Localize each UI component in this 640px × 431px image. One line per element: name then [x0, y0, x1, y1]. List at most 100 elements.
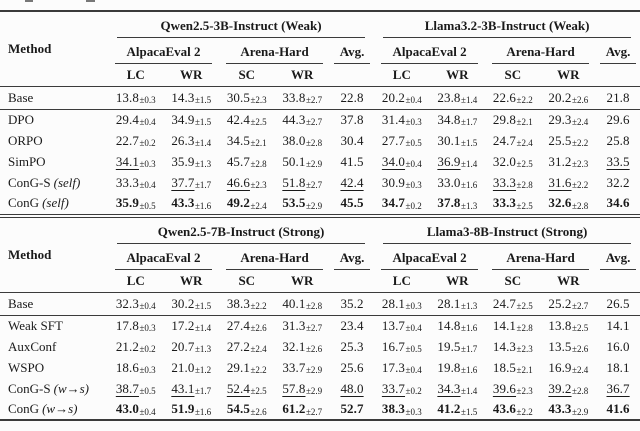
value-cell: 52.7: [330, 399, 374, 420]
value-cell: 30.1±1.5: [430, 130, 486, 151]
value-cell: 41.5: [330, 151, 374, 172]
std-dev: ±1.4: [461, 386, 478, 396]
benchmark-header: AlpacaEval 2: [108, 244, 219, 270]
std-dev: ±2.8: [572, 200, 589, 211]
metric-value: 17.2: [171, 317, 195, 333]
value-cell: 25.5±2.2: [541, 130, 597, 151]
metric-value: 40.1: [282, 295, 306, 311]
metric-header-empty: [330, 64, 374, 86]
value-cell: 51.8±2.7: [275, 172, 331, 193]
value-cell: 14.1±2.8: [485, 315, 541, 336]
method-name: ConG (self): [0, 193, 108, 214]
metric-value: 35.2: [340, 295, 364, 311]
value-cell: 43.6±2.2: [485, 399, 541, 420]
metric-header-empty: [596, 64, 640, 86]
std-dev: ±2.5: [250, 117, 267, 128]
metric-value: 33.0: [437, 174, 461, 190]
value-cell: 23.4: [330, 315, 374, 336]
std-dev: ±2.9: [305, 200, 323, 211]
avg-header: Avg.: [330, 38, 374, 64]
value-cell: 32.0±2.5: [485, 151, 541, 172]
value-cell: 21.0±1.2: [164, 357, 220, 378]
value-cell: 22.8: [330, 86, 374, 109]
method-name: ORPO: [0, 130, 108, 151]
metric-value: 54.5: [226, 401, 250, 416]
metric-value: 22.8: [340, 89, 364, 105]
benchmark-header: AlpacaEval 2: [374, 38, 485, 64]
std-dev: ±2.1: [250, 138, 267, 148]
method-label: Base: [8, 89, 34, 105]
value-cell: 25.3: [330, 336, 374, 357]
method-name: Base: [0, 86, 108, 109]
std-dev: ±2.7: [305, 323, 323, 334]
value-cell: 16.7±0.5: [374, 336, 430, 357]
std-dev: ±1.5: [194, 95, 212, 105]
metric-value: 23.8: [437, 89, 461, 105]
metric-value: 30.5: [226, 89, 250, 105]
value-cell: 36.9±1.4: [430, 151, 486, 172]
metric-header: WR: [180, 66, 203, 82]
metric-value: 18.6: [115, 359, 139, 375]
value-cell: 32.6±2.8: [541, 193, 597, 214]
std-dev: ±0.4: [139, 180, 156, 190]
metric-value: 17.3: [381, 359, 406, 375]
metric-value: 13.5: [548, 338, 572, 354]
value-cell: 14.3±1.5: [164, 86, 220, 109]
std-dev: ±0.5: [139, 386, 156, 396]
std-dev: ±2.3: [516, 344, 533, 354]
value-cell: 27.4±2.6: [219, 315, 275, 336]
metric-value: 32.0: [492, 153, 517, 169]
group-header-row: Method Qwen2.5-7B-Instruct (Strong) Llama3…: [0, 217, 640, 262]
value-cell: 29.1±2.2: [219, 357, 275, 378]
benchmark-header: AlpacaEval 2: [374, 244, 485, 270]
metric-value: 20.7: [171, 338, 195, 354]
std-dev: ±2.9: [305, 365, 323, 375]
cropped-caption-artifact: [86, 0, 95, 2]
cropped-caption-artifact: [25, 0, 33, 2]
table-row: AuxConf 21.2±0.2 20.7±1.3 27.2±2.4 32.1±2.6 2…: [0, 336, 640, 357]
metric-value: 41.5: [340, 153, 364, 169]
metric-value: 51.8: [282, 174, 306, 190]
model-group-label: Qwen2.5-7B-Instruct (Strong): [157, 224, 325, 239]
value-cell: 37.8: [330, 109, 374, 130]
value-cell: 23.8±1.4: [430, 86, 486, 109]
std-dev: ±2.7: [305, 95, 323, 105]
std-dev: ±2.1: [516, 117, 533, 128]
metric-value: 14.3: [171, 89, 195, 105]
value-cell: 38.7±0.5: [108, 378, 164, 399]
value-cell: 18.1: [596, 357, 640, 378]
metric-value: 27.7: [381, 132, 406, 148]
metric-value: 30.4: [340, 132, 364, 148]
metric-value: 28.1: [437, 295, 461, 311]
metric-value: 42.4: [340, 174, 364, 190]
std-dev: ±2.9: [572, 406, 589, 417]
metric-value: 48.0: [340, 380, 364, 396]
std-dev: ±2.1: [516, 365, 533, 375]
metric-header: WR: [291, 272, 314, 288]
metric-value: 14.1: [492, 317, 517, 333]
value-cell: 39.6±2.3: [485, 378, 541, 399]
method-column-header: Method: [8, 40, 52, 56]
std-dev: ±1.6: [194, 406, 212, 417]
metric-value: 33.8: [282, 89, 306, 105]
metric-value: 43.6: [492, 401, 517, 416]
value-cell: 26.3±1.4: [164, 130, 220, 151]
std-dev: ±1.5: [461, 406, 478, 417]
metric-value: 29.4: [115, 111, 139, 127]
metric-value: 33.7: [282, 359, 306, 375]
metric-value: 34.8: [437, 111, 461, 127]
metric-value: 36.7: [606, 380, 630, 396]
value-cell: 33.3±2.8: [485, 172, 541, 193]
method-name: ConG-S (self): [0, 172, 108, 193]
model-group-header: Llama3-8B-Instruct (Strong): [374, 217, 640, 244]
std-dev: ±1.7: [461, 117, 478, 128]
metric-value: 26.5: [606, 295, 630, 311]
value-cell: 38.3±0.3: [374, 399, 430, 420]
benchmark-label: Arena-Hard: [240, 250, 309, 265]
metric-value: 25.2: [548, 295, 572, 311]
std-dev: ±2.4: [516, 138, 533, 148]
std-dev: ±2.5: [516, 200, 533, 211]
metric-header: SC: [238, 66, 256, 82]
value-cell: 31.6±2.2: [541, 172, 597, 193]
metric-value: 45.7: [226, 153, 250, 169]
